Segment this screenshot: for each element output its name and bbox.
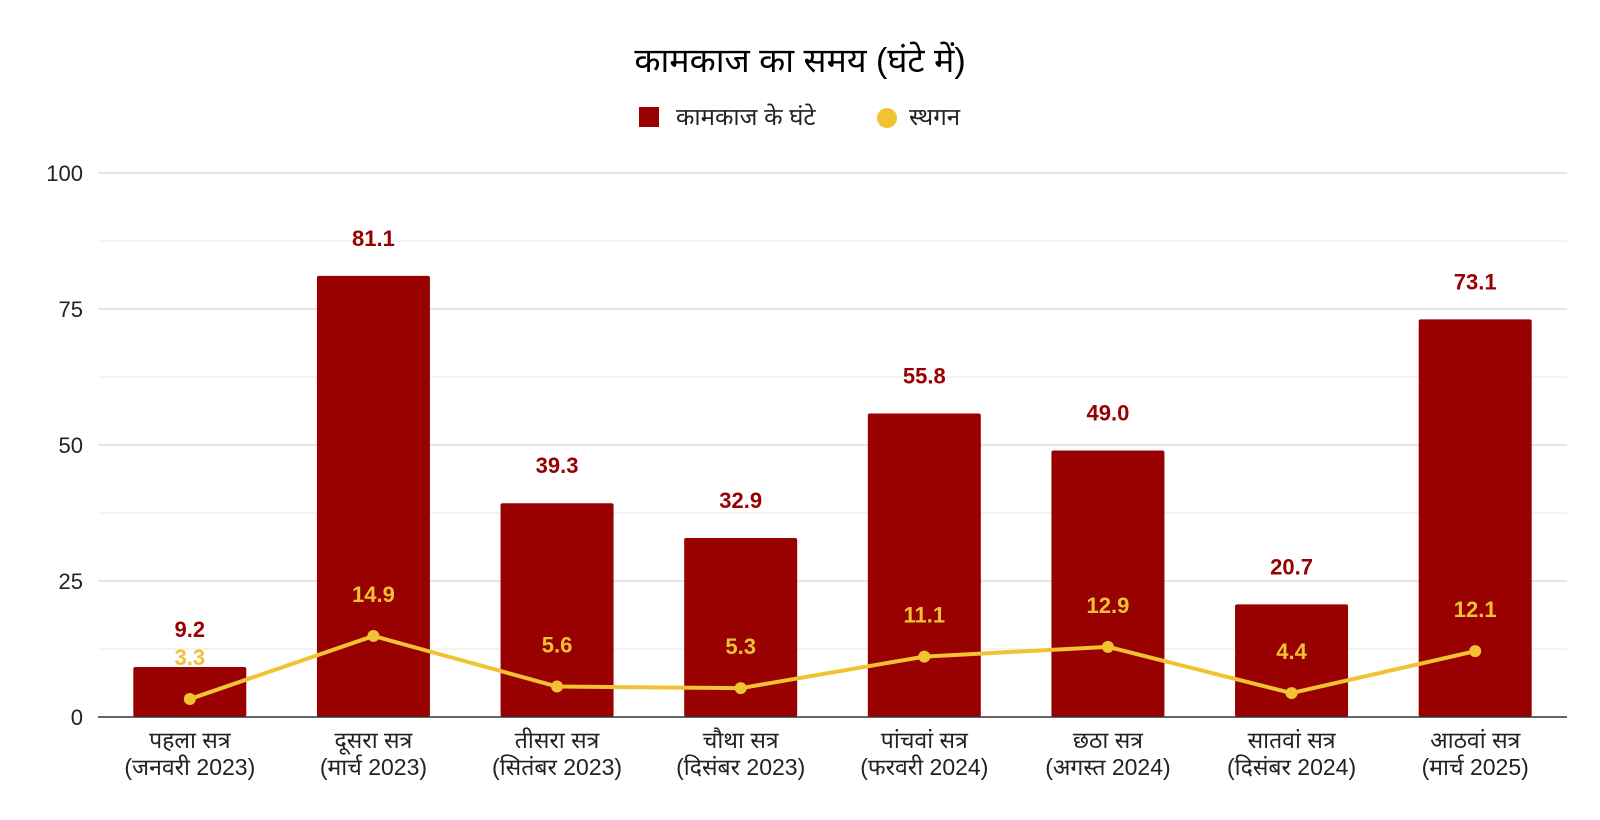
- x-tick-label: (सितंबर 2023): [492, 754, 622, 780]
- bar: [684, 538, 798, 717]
- x-tick-label: पांचवां सत्र: [881, 727, 969, 753]
- line-point: [367, 629, 380, 642]
- chart-title: कामकाज का समय (घंटे में): [634, 41, 965, 80]
- line-point: [734, 682, 747, 695]
- line-point: [1101, 640, 1114, 653]
- line-data-label: 12.1: [1454, 597, 1497, 622]
- x-tick-label: छठा सत्र: [1073, 727, 1144, 753]
- y-tick-label: 0: [71, 705, 83, 730]
- x-tick-label: (मार्च 2025): [1422, 754, 1529, 780]
- bar-data-label: 9.2: [175, 617, 206, 642]
- bar: [500, 503, 614, 717]
- x-tick-label: (दिसंबर 2023): [676, 754, 805, 780]
- x-tick-label: (दिसंबर 2024): [1227, 754, 1356, 780]
- x-tick-label: (अगस्त 2024): [1045, 754, 1170, 780]
- line-path: [189, 633, 1476, 701]
- bar: [1418, 319, 1532, 717]
- line-data-label: 11.1: [904, 603, 946, 628]
- line-point: [1469, 645, 1482, 658]
- y-tick-label: 50: [59, 433, 83, 458]
- x-tick-label: पहला सत्र: [149, 727, 232, 753]
- line-data-labels: 3.3 14.9 5.6 5.3 11.1 12.9 4.4 12.1: [175, 582, 1497, 670]
- bar: [133, 666, 247, 717]
- line-data-label: 12.9: [1087, 593, 1130, 618]
- x-tick-label: आठवां सत्र: [1430, 727, 1522, 753]
- legend-line-swatch: [877, 108, 897, 128]
- x-tick-label: दूसरा सत्र: [335, 727, 414, 755]
- y-tick-label: 25: [59, 569, 83, 594]
- bar-data-label: 49.0: [1087, 400, 1130, 425]
- bar-data-label: 20.7: [1270, 554, 1313, 579]
- legend-bar-label: कामकाज के घंटे: [676, 103, 816, 131]
- line-data-label: 5.3: [725, 634, 756, 659]
- line-series: [183, 629, 1482, 706]
- x-tick-label: (फरवरी 2024): [860, 754, 988, 780]
- bar: [867, 413, 981, 717]
- line-point: [183, 693, 196, 706]
- bar-series: [133, 275, 1532, 717]
- line-data-label: 4.4: [1276, 639, 1307, 664]
- line-data-label: 3.3: [175, 645, 206, 670]
- line-data-label: 14.9: [352, 582, 395, 607]
- line-data-label: 5.6: [542, 633, 573, 658]
- bar: [316, 275, 430, 717]
- x-tick-label: चौथा सत्र: [703, 727, 780, 753]
- x-tick-label: तीसरा सत्र: [515, 727, 601, 753]
- bar: [1235, 604, 1349, 717]
- x-tick-label: (मार्च 2023): [320, 754, 427, 780]
- y-axis-ticks: 0 25 50 75 100: [46, 161, 83, 730]
- x-tick-label: सातवां सत्र: [1248, 727, 1337, 753]
- bar-data-label: 81.1: [352, 226, 395, 251]
- bar-data-label: 73.1: [1454, 269, 1497, 294]
- y-tick-label: 100: [46, 161, 83, 186]
- line-point: [551, 680, 564, 693]
- bar: [1051, 450, 1165, 717]
- legend: कामकाज के घंटे स्थगन: [639, 103, 961, 131]
- bar-data-labels: 9.2 81.1 39.3 32.9 55.8 49.0 20.7 73.1: [175, 226, 1497, 642]
- bar-data-label: 55.8: [903, 363, 946, 388]
- line-point: [1285, 687, 1298, 700]
- bar-data-label: 32.9: [719, 488, 762, 513]
- x-axis-ticks: पहला सत्र(जनवरी 2023)दूसरा सत्र(मार्च 20…: [124, 727, 1528, 780]
- x-tick-label: (जनवरी 2023): [124, 754, 255, 780]
- bar-data-label: 39.3: [536, 453, 579, 478]
- legend-line-label: स्थगन: [909, 104, 961, 131]
- y-tick-label: 75: [59, 297, 83, 322]
- line-point: [918, 650, 931, 663]
- legend-bar-swatch: [639, 107, 659, 127]
